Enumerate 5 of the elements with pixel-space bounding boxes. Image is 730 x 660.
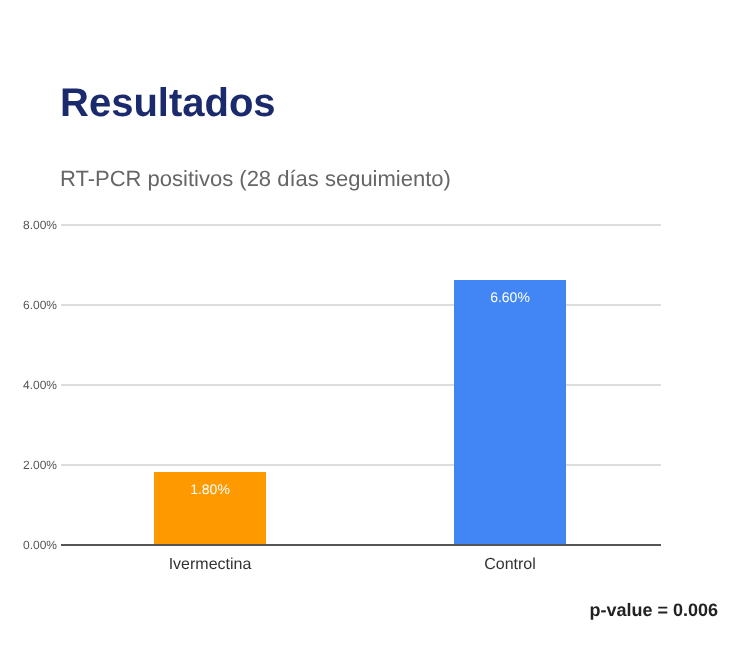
chart-subtitle: RT-PCR positivos (28 días seguimiento)	[60, 168, 451, 192]
x-tick-label: Control	[484, 555, 537, 573]
text: p-value = 0.006	[589, 600, 718, 620]
x-tick-label: Ivermectina	[168, 555, 253, 573]
chart-title: Resultados	[60, 82, 276, 126]
